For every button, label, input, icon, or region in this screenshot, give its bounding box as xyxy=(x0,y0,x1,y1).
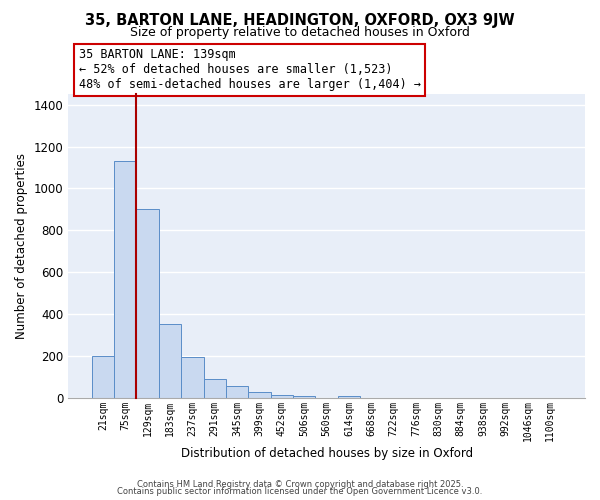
Bar xyxy=(136,210,159,398)
Text: Size of property relative to detached houses in Oxford: Size of property relative to detached ho… xyxy=(130,26,470,39)
Bar xyxy=(338,396,360,398)
Text: 35 BARTON LANE: 139sqm
← 52% of detached houses are smaller (1,523)
48% of semi-: 35 BARTON LANE: 139sqm ← 52% of detached… xyxy=(79,48,421,92)
Bar xyxy=(203,378,226,398)
Y-axis label: Number of detached properties: Number of detached properties xyxy=(15,153,28,339)
Bar xyxy=(181,357,203,398)
Text: 35, BARTON LANE, HEADINGTON, OXFORD, OX3 9JW: 35, BARTON LANE, HEADINGTON, OXFORD, OX3… xyxy=(85,12,515,28)
Bar xyxy=(248,392,271,398)
Bar xyxy=(159,324,181,398)
Bar xyxy=(271,395,293,398)
Text: Contains HM Land Registry data © Crown copyright and database right 2025.: Contains HM Land Registry data © Crown c… xyxy=(137,480,463,489)
Text: Contains public sector information licensed under the Open Government Licence v3: Contains public sector information licen… xyxy=(118,487,482,496)
Bar xyxy=(114,162,136,398)
Bar xyxy=(293,396,316,398)
Bar xyxy=(226,386,248,398)
X-axis label: Distribution of detached houses by size in Oxford: Distribution of detached houses by size … xyxy=(181,447,473,460)
Bar xyxy=(92,356,114,398)
